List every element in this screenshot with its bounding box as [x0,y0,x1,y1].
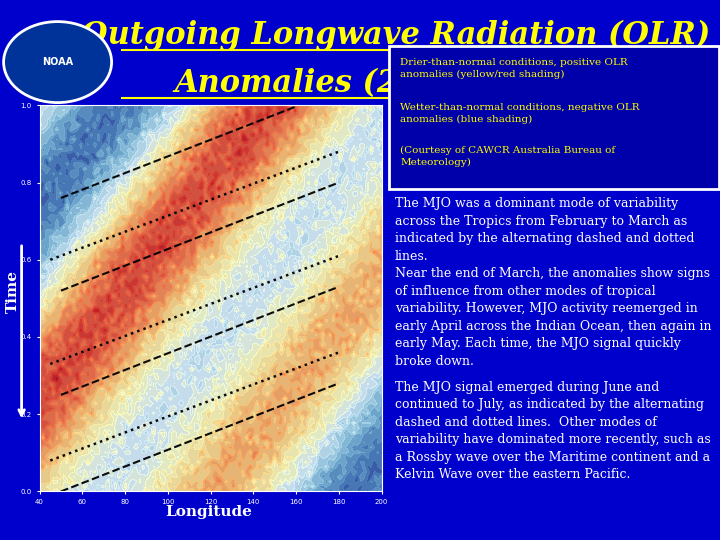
Text: Near the end of March, the anomalies show signs
of influence from other modes of: Near the end of March, the anomalies sho… [395,267,711,368]
FancyBboxPatch shape [389,46,719,189]
Text: Outgoing Longwave Radiation (OLR): Outgoing Longwave Radiation (OLR) [81,19,711,51]
Text: Drier-than-normal conditions, positive OLR
anomalies (yellow/red shading): Drier-than-normal conditions, positive O… [400,58,628,79]
Text: The MJO signal emerged during June and
continued to July, as indicated by the al: The MJO signal emerged during June and c… [395,381,711,481]
Text: The MJO was a dominant mode of variability
across the Tropics from February to M: The MJO was a dominant mode of variabili… [395,197,694,262]
Text: Longitude: Longitude [166,505,252,519]
Circle shape [4,22,112,103]
Text: Anomalies (2.5°N-17.5°N): Anomalies (2.5°N-17.5°N) [174,68,618,99]
Text: (Courtesy of CAWCR Australia Bureau of
Meteorology): (Courtesy of CAWCR Australia Bureau of M… [400,146,616,167]
Text: Time: Time [6,270,20,313]
Text: NOAA: NOAA [42,57,73,67]
Text: Wetter-than-normal conditions, negative OLR
anomalies (blue shading): Wetter-than-normal conditions, negative … [400,103,640,124]
